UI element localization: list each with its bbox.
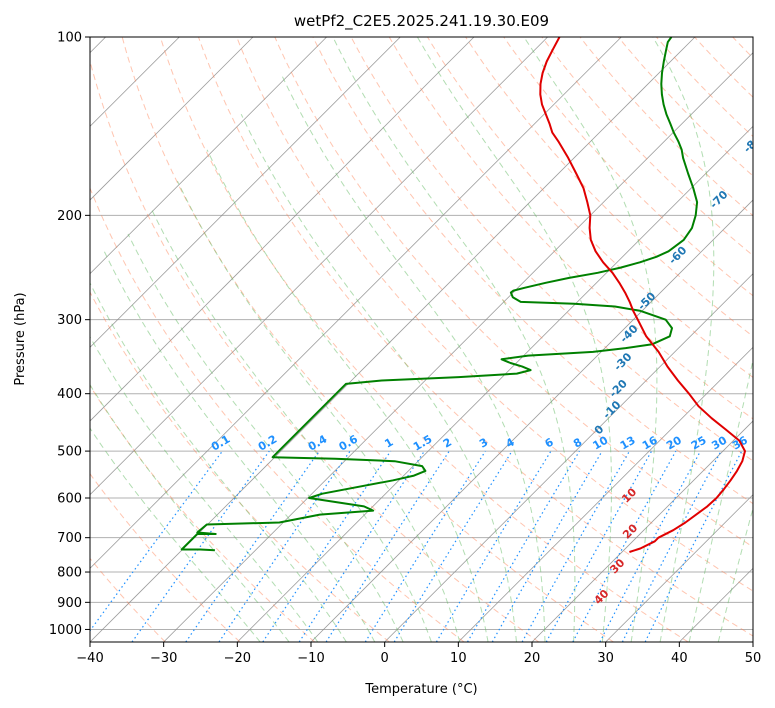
moist-adiabat-line bbox=[240, 113, 517, 642]
isotherm-line bbox=[90, 37, 327, 275]
x-tick-label: 30 bbox=[597, 651, 614, 666]
moist-adiabat-line bbox=[332, 37, 576, 642]
dry-adiabat-line bbox=[90, 291, 390, 642]
y-tick-label: 700 bbox=[57, 531, 82, 546]
dry-adiabat-line bbox=[388, 37, 753, 420]
dry-adiabat-line bbox=[617, 37, 753, 177]
moist-adiabat-line bbox=[150, 208, 432, 642]
background-lines: 0.1 0.2 0.4 0.6 1 1.5 2 3 4 6 8 10 13 16 20 25 30 36 bbox=[90, 37, 753, 642]
isotherm-line bbox=[531, 420, 753, 642]
y-tick-label: 300 bbox=[57, 313, 82, 328]
x-tick-label: −40 bbox=[76, 651, 103, 666]
moist-adiabat-line bbox=[416, 37, 612, 642]
mixing-ratio-line bbox=[599, 450, 702, 642]
isotherm-line bbox=[605, 494, 753, 642]
y-tick-label: 100 bbox=[57, 31, 82, 46]
mixing-ratio-line bbox=[298, 450, 425, 642]
y-tick-label: 600 bbox=[57, 492, 82, 507]
mixing-ratio-line bbox=[466, 450, 580, 642]
moist-adiabat-line bbox=[90, 281, 347, 642]
moist-adiabat-line bbox=[90, 383, 290, 642]
mixing-ratio-line bbox=[218, 450, 351, 642]
y-axis: 100 200 300 400 500 600 700 800 900 1000 bbox=[49, 31, 90, 638]
mixing-ratio-line bbox=[262, 450, 392, 642]
dry-adiabat-line bbox=[90, 59, 540, 642]
dry-adiabat-line bbox=[465, 37, 753, 338]
isotherm-line bbox=[90, 37, 254, 201]
dry-adiabat-line bbox=[350, 37, 753, 462]
moist-adiabat-line bbox=[717, 506, 753, 642]
x-axis: −40 −30 −20 −10 0 10 20 30 40 50 bbox=[76, 642, 761, 666]
profile-series bbox=[180, 37, 746, 553]
isotherm-line bbox=[458, 346, 753, 642]
moist-adiabat-line bbox=[688, 357, 753, 642]
moist-adiabat-line bbox=[652, 37, 715, 642]
isotherm-line bbox=[237, 125, 753, 642]
dry-adiabat-line bbox=[579, 37, 753, 217]
dry-adiabat-line bbox=[90, 472, 241, 642]
y-tick-label: 400 bbox=[57, 387, 82, 402]
isotherm-line bbox=[384, 273, 753, 642]
moist-adiabat-line bbox=[206, 149, 489, 642]
x-tick-label: −30 bbox=[150, 651, 177, 666]
isotherm-line bbox=[90, 37, 475, 422]
y-tick-label: 1000 bbox=[49, 623, 82, 638]
moist-adiabat-line bbox=[127, 233, 404, 642]
x-axis-label: Temperature (°C) bbox=[364, 682, 477, 697]
y-tick-label: 900 bbox=[57, 596, 82, 611]
x-tick-label: 20 bbox=[524, 651, 541, 666]
x-tick-label: 10 bbox=[450, 651, 467, 666]
dry-adiabat-line bbox=[274, 37, 753, 548]
mixing-ratio-line bbox=[393, 450, 513, 642]
plot-frame bbox=[89, 36, 754, 643]
x-tick-label: 50 bbox=[745, 651, 762, 666]
x-tick-label: 0 bbox=[381, 651, 389, 666]
mixing-ratio-line bbox=[572, 450, 677, 642]
y-axis-label: Pressure (hPa) bbox=[13, 292, 28, 385]
dry-adiabat-line bbox=[312, 37, 753, 505]
dry-adiabat-line bbox=[159, 37, 689, 642]
moist-adiabat-line bbox=[90, 427, 261, 642]
isotherm-line bbox=[310, 199, 753, 642]
temperature-line bbox=[539, 37, 746, 553]
mixing-ratio-line bbox=[435, 450, 552, 642]
dry-adiabat-line bbox=[121, 37, 614, 642]
moist-adiabat-line bbox=[90, 335, 319, 642]
y-tick-label: 200 bbox=[57, 209, 82, 224]
dewpoint-line bbox=[180, 37, 699, 552]
dry-adiabat-line bbox=[198, 37, 753, 637]
dry-adiabat-line bbox=[236, 37, 753, 592]
isotherm-line bbox=[163, 52, 753, 642]
isotherm-line bbox=[90, 37, 401, 348]
mixing-ratio-line bbox=[185, 450, 320, 642]
x-tick-label: −10 bbox=[297, 651, 324, 666]
x-tick-label: 40 bbox=[671, 651, 688, 666]
y-tick-label: 500 bbox=[57, 445, 82, 460]
x-tick-label: −20 bbox=[224, 651, 251, 666]
moist-adiabat-line bbox=[523, 37, 658, 642]
y-tick-label: 800 bbox=[57, 566, 82, 581]
mixing-ratio-line bbox=[364, 450, 486, 642]
isotherm-line bbox=[90, 37, 548, 496]
isotherm-line bbox=[90, 37, 622, 569]
moist-adiabat-line bbox=[176, 180, 461, 642]
moist-adiabat-line bbox=[103, 251, 376, 642]
mixing-ratio-line bbox=[325, 450, 450, 642]
chart-title: wetPf2_C2E5.2025.241.19.30.E09 bbox=[294, 12, 549, 31]
